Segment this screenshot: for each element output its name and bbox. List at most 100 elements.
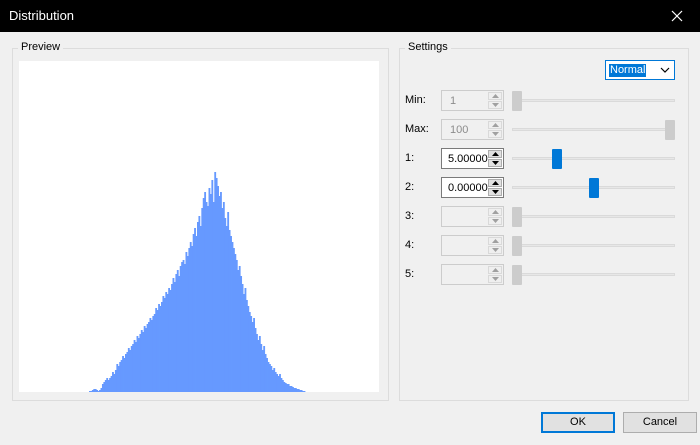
histogram-bar xyxy=(293,388,296,392)
histogram-bar xyxy=(240,276,243,392)
arrow-down-icon xyxy=(491,161,499,165)
histogram-bar xyxy=(247,306,250,392)
histogram-bar xyxy=(96,390,99,392)
histogram-bar xyxy=(250,316,253,392)
histogram-bar xyxy=(94,389,97,392)
slider-max[interactable] xyxy=(512,119,675,141)
histogram-bar xyxy=(221,208,224,392)
histogram-bar xyxy=(148,322,150,392)
histogram-bar xyxy=(152,316,155,392)
histogram-bar xyxy=(269,364,271,392)
spinbox-max[interactable]: 100 xyxy=(441,119,504,140)
histogram-bar xyxy=(287,384,290,392)
histogram-bar xyxy=(302,391,304,392)
spin-down-param1[interactable] xyxy=(488,159,502,167)
chevron-down-icon xyxy=(660,67,670,73)
histogram-bar xyxy=(113,374,116,392)
arrow-up-icon xyxy=(491,239,499,243)
label-param3: 3: xyxy=(405,210,415,222)
histogram-bar xyxy=(168,288,171,392)
histogram-bar xyxy=(158,304,160,392)
spin-up-param5[interactable] xyxy=(488,266,502,274)
distribution-type-select[interactable]: Normal xyxy=(605,60,675,80)
slider-thumb[interactable] xyxy=(552,149,562,169)
spin-down-param2[interactable] xyxy=(488,188,502,196)
title-bar: Distribution xyxy=(0,0,700,32)
preview-legend: Preview xyxy=(18,41,64,53)
arrow-up-icon xyxy=(491,181,499,185)
spinbox-min[interactable]: 1 xyxy=(441,90,504,111)
histogram-bar xyxy=(143,326,146,392)
slider-param4[interactable] xyxy=(512,235,675,257)
spin-up-min[interactable] xyxy=(488,92,502,100)
slider-thumb[interactable] xyxy=(665,120,675,140)
label-param5: 5: xyxy=(405,268,415,280)
histogram-bar xyxy=(251,322,254,392)
histogram-bar xyxy=(155,308,158,392)
arrow-down-icon xyxy=(491,277,499,281)
histogram-bar xyxy=(257,340,260,392)
spin-up-param2[interactable] xyxy=(488,179,502,187)
slider-thumb[interactable] xyxy=(512,207,522,227)
histogram-bar xyxy=(89,391,91,392)
histogram-bar xyxy=(189,242,192,392)
histogram-bar xyxy=(266,358,268,392)
spinbox-param2[interactable]: 0.00000 xyxy=(441,177,504,198)
slider-thumb[interactable] xyxy=(512,236,522,256)
histogram-bar xyxy=(218,196,221,392)
histogram-bar xyxy=(191,246,194,392)
histogram-bar xyxy=(217,186,219,392)
histogram-bar xyxy=(283,382,286,392)
spin-down-max[interactable] xyxy=(488,130,502,138)
histogram-bar xyxy=(289,386,291,392)
histogram-bar xyxy=(204,192,207,392)
ok-button[interactable]: OK xyxy=(541,412,615,433)
cancel-button[interactable]: Cancel xyxy=(623,412,697,433)
spinbox-param3[interactable] xyxy=(441,206,504,227)
spin-up-max[interactable] xyxy=(488,121,502,129)
spin-down-param4[interactable] xyxy=(488,246,502,254)
slider-thumb[interactable] xyxy=(512,265,522,285)
histogram-bar xyxy=(225,226,228,392)
close-icon xyxy=(671,10,683,22)
histogram-bar xyxy=(142,332,145,392)
spin-up-param4[interactable] xyxy=(488,237,502,245)
histogram-bar xyxy=(194,228,196,392)
slider-min[interactable] xyxy=(512,90,675,112)
label-max: Max: xyxy=(405,123,429,135)
histogram-bar xyxy=(130,346,133,392)
spinbox-param4[interactable] xyxy=(441,235,504,256)
histogram-bar xyxy=(296,389,299,392)
slider-param5[interactable] xyxy=(512,264,675,286)
spinbox-param1[interactable]: 5.00000 xyxy=(441,148,504,169)
histogram-bar xyxy=(161,302,163,392)
histogram-bar xyxy=(145,328,147,392)
histogram-bar xyxy=(166,294,169,392)
histogram-bar xyxy=(279,374,281,392)
histogram-bar xyxy=(233,248,235,392)
histogram-bar xyxy=(243,294,245,392)
spin-up-param3[interactable] xyxy=(488,208,502,216)
spin-down-min[interactable] xyxy=(488,101,502,109)
histogram-bar xyxy=(270,366,273,392)
slider-thumb[interactable] xyxy=(589,178,599,198)
histogram-bar xyxy=(245,300,248,392)
slider-param1[interactable] xyxy=(512,148,675,170)
close-button[interactable] xyxy=(654,0,700,32)
histogram-bar xyxy=(129,350,132,392)
slider-param2[interactable] xyxy=(512,177,675,199)
histogram-bar xyxy=(215,178,218,392)
spin-down-param3[interactable] xyxy=(488,217,502,225)
spin-up-param1[interactable] xyxy=(488,150,502,158)
slider-param3[interactable] xyxy=(512,206,675,228)
histogram-bar xyxy=(235,260,238,392)
spinbox-param5[interactable] xyxy=(441,264,504,285)
histogram-bar xyxy=(263,346,266,392)
histogram-bar xyxy=(271,370,274,392)
histogram-bar xyxy=(280,378,283,392)
slider-thumb[interactable] xyxy=(512,91,522,111)
spin-down-param5[interactable] xyxy=(488,275,502,283)
arrow-up-icon xyxy=(491,152,499,156)
histogram-bar xyxy=(209,194,212,392)
slider-track xyxy=(512,215,675,218)
